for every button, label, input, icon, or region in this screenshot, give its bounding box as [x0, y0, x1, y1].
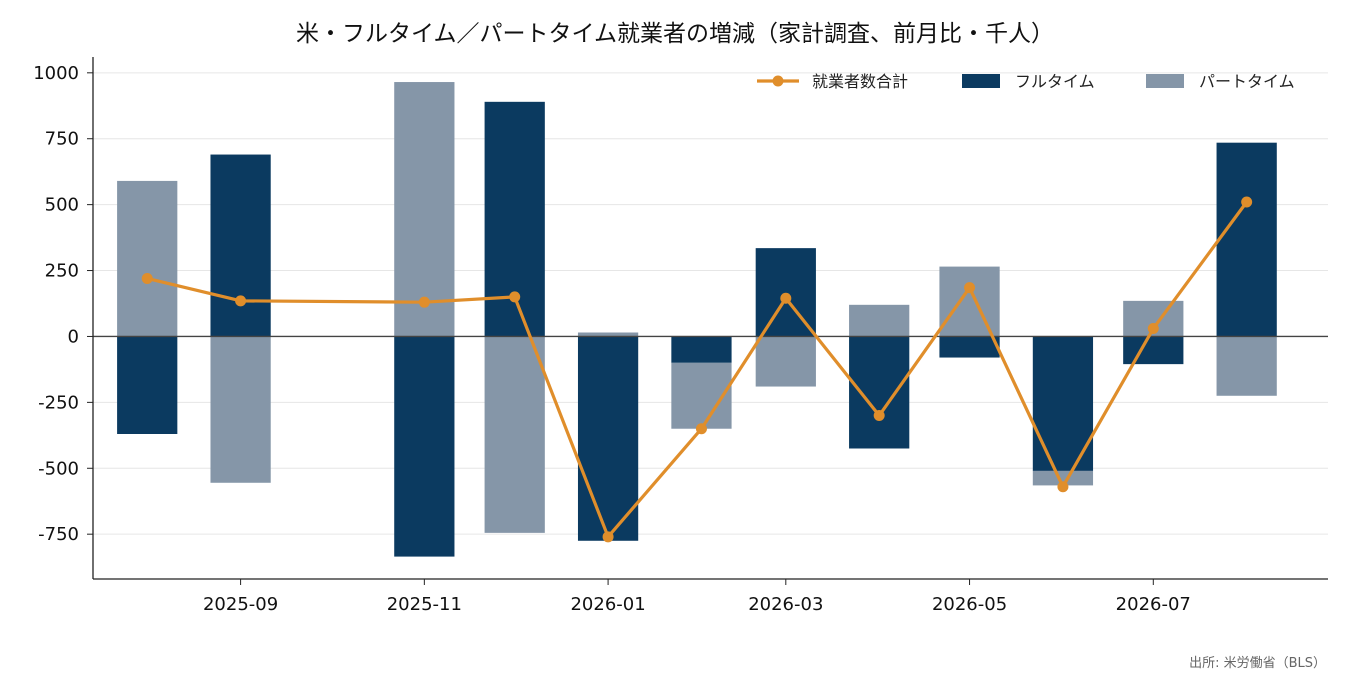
total-point: [141, 272, 153, 284]
total-line-path: [146, 201, 1248, 539]
total-point: [1241, 196, 1253, 208]
legend-label-parttime: パートタイム: [1199, 72, 1295, 91]
legend-label-fulltime: フルタイム: [1015, 72, 1095, 91]
bar-fulltime: [210, 154, 271, 337]
legend-label-total: 就業者数合計: [812, 72, 908, 91]
legend-fulltime-swatch: [962, 74, 1000, 88]
x-tick-label: 2026-05: [932, 594, 1007, 615]
legend-line-marker: [772, 75, 784, 87]
bar-parttime: [755, 336, 816, 387]
y-tick-label: -250: [38, 392, 79, 413]
bar-parttime: [210, 336, 271, 483]
legend-parttime-swatch: [1146, 74, 1184, 88]
total-point: [235, 295, 247, 307]
bar-parttime: [849, 304, 910, 337]
total-point: [509, 291, 521, 303]
bars: [117, 82, 1277, 557]
total-line: [141, 196, 1253, 543]
total-point: [964, 282, 976, 294]
x-tick-label: 2026-01: [570, 594, 645, 615]
bar-fulltime: [849, 336, 910, 449]
y-tick-label: -500: [38, 458, 79, 479]
bar-fulltime: [117, 336, 178, 434]
x-tick-label: 2025-09: [203, 594, 278, 615]
bar-fulltime: [394, 336, 455, 557]
y-tick-label: 750: [45, 129, 79, 150]
bar-fulltime: [671, 336, 732, 363]
bar-parttime: [394, 82, 455, 337]
bar-fulltime: [577, 336, 639, 541]
bar-parttime: [1216, 336, 1277, 396]
total-point: [418, 296, 430, 308]
bar-fulltime: [1123, 336, 1184, 365]
legend: 就業者数合計 フルタイム パートタイム: [757, 72, 1295, 91]
x-tick-label: 2025-11: [387, 594, 462, 615]
x-tick-label: 2026-07: [1116, 594, 1191, 615]
bar-parttime: [117, 180, 178, 337]
y-tick-label: 250: [45, 261, 79, 282]
bar-parttime: [577, 332, 639, 337]
bar-parttime: [939, 266, 1000, 337]
total-point: [1057, 481, 1069, 493]
y-tick-label: -750: [38, 524, 79, 545]
y-tick-label: 500: [45, 195, 79, 216]
source-note: 出所: 米労働省（BLS）: [1189, 656, 1326, 671]
axes: -750 -500 -250 0 250 500 750 1000 2025-09 2025-11…: [33, 57, 1328, 615]
chart-title: 米・フルタイム／パートタイム就業者の増減（家計調査、前月比・千人）: [295, 21, 1055, 47]
bar-fulltime: [939, 336, 1000, 358]
bar-fulltime: [1216, 142, 1277, 337]
y-tick-label: 1000: [33, 63, 79, 84]
total-point: [695, 423, 707, 435]
bar-parttime: [484, 336, 545, 533]
y-tick-label: 0: [68, 326, 79, 347]
total-point: [602, 531, 614, 543]
total-point: [780, 292, 792, 304]
total-point: [1147, 323, 1159, 335]
x-tick-label: 2026-03: [748, 594, 823, 615]
total-point: [873, 410, 885, 422]
bar-parttime: [1032, 470, 1094, 486]
